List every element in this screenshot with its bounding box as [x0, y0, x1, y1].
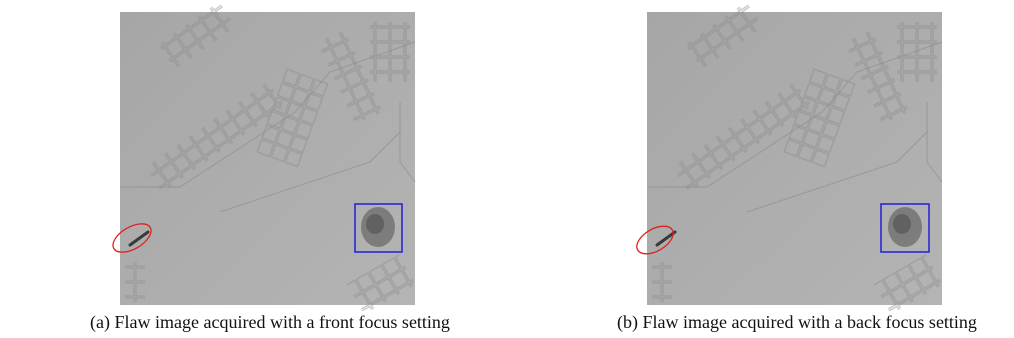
- micrograph: [120, 2, 416, 315]
- micrograph: [647, 2, 943, 315]
- page: (a) Flaw image acquired with a front foc…: [0, 0, 1014, 338]
- panel-a: (a) Flaw image acquired with a front foc…: [90, 2, 450, 333]
- panel-b: (b) Flaw image acquired with a back focu…: [617, 2, 977, 333]
- caption: (b) Flaw image acquired with a back focu…: [617, 312, 977, 333]
- figure: (a) Flaw image acquired with a front foc…: [0, 0, 1014, 338]
- caption: (a) Flaw image acquired with a front foc…: [90, 312, 450, 333]
